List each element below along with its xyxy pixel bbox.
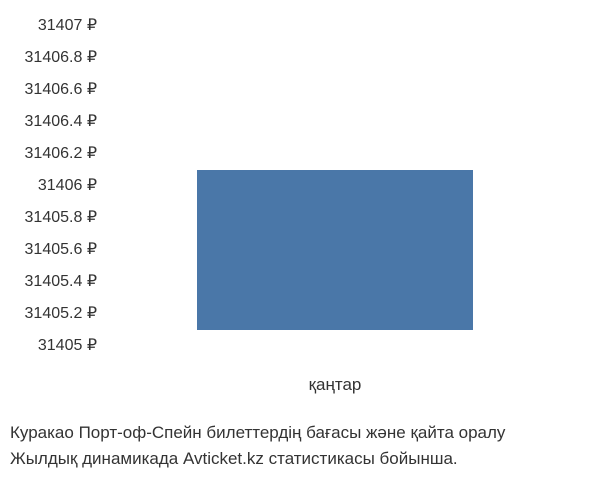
bar-january [197, 170, 473, 330]
y-tick-label: 31407 ₽ [0, 10, 105, 42]
plot-area [105, 10, 565, 362]
y-tick-label: 31406.8 ₽ [0, 42, 105, 74]
y-tick-label: 31406.4 ₽ [0, 106, 105, 138]
chart-caption: Куракао Порт-оф-Спейн билеттердің бағасы… [10, 420, 590, 471]
y-tick-label: 31406.2 ₽ [0, 138, 105, 170]
y-tick-label: 31406 ₽ [0, 170, 105, 202]
y-axis-labels: 31407 ₽ 31406.8 ₽ 31406.6 ₽ 31406.4 ₽ 31… [0, 10, 105, 362]
y-tick-label: 31406.6 ₽ [0, 74, 105, 106]
chart-container: 31407 ₽ 31406.8 ₽ 31406.6 ₽ 31406.4 ₽ 31… [0, 0, 600, 500]
y-tick-label: 31405 ₽ [0, 330, 105, 362]
y-tick-label: 31405.2 ₽ [0, 298, 105, 330]
caption-line-2: Жылдық динамикада Avticket.kz статистика… [10, 446, 590, 472]
y-tick-label: 31405.8 ₽ [0, 202, 105, 234]
y-tick-label: 31405.4 ₽ [0, 266, 105, 298]
x-axis-label: қаңтар [105, 375, 565, 395]
caption-line-1: Куракао Порт-оф-Спейн билеттердің бағасы… [10, 420, 590, 446]
y-tick-label: 31405.6 ₽ [0, 234, 105, 266]
